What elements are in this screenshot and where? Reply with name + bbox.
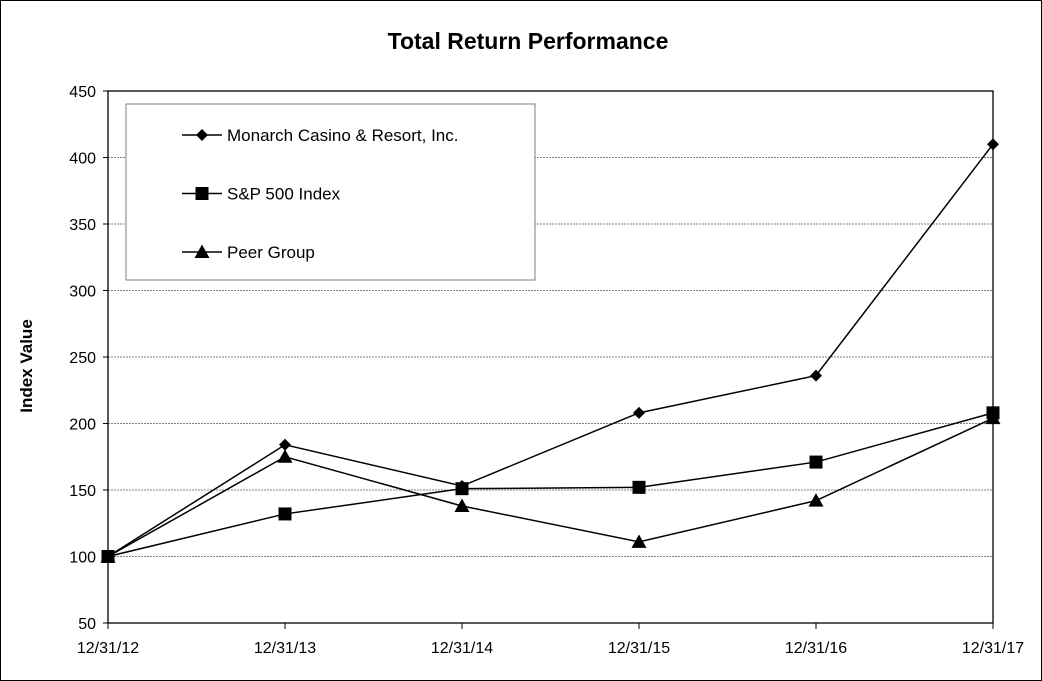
legend-label: Peer Group (227, 243, 315, 262)
y-tick-label: 150 (69, 483, 96, 500)
x-tick-label: 12/31/13 (254, 640, 316, 657)
data-point-diamond (987, 138, 999, 151)
series-line (107, 412, 994, 558)
chart-title: Total Return Performance (388, 28, 669, 54)
data-point-square (632, 480, 646, 494)
y-axis-ticks: 50 100 150 200 250 300 350 400 450 (69, 84, 108, 633)
series-line (107, 417, 994, 558)
data-point-triangle (808, 493, 824, 507)
series-line (107, 143, 994, 558)
x-tick-label: 12/31/17 (962, 640, 1024, 657)
data-point-square (278, 507, 292, 521)
legend-item: Peer Group (182, 243, 315, 262)
data-point-square (809, 455, 823, 469)
legend-label: S&P 500 Index (227, 185, 341, 204)
legend-marker-diamond (196, 129, 208, 141)
data-point-triangle (985, 410, 1001, 425)
legend-item: S&P 500 Index (182, 185, 341, 204)
x-tick-label: 12/31/14 (431, 640, 493, 657)
data-point-diamond (810, 369, 822, 382)
data-point-triangle (631, 534, 647, 548)
legend-box (125, 103, 536, 281)
legend-item: Monarch Casino & Resort, Inc. (182, 126, 458, 145)
x-axis-ticks: 12/31/12 12/31/13 12/31/14 12/31/15 12/31/16… (77, 623, 1024, 657)
x-tick-label: 12/31/15 (608, 640, 670, 657)
data-point-triangle (277, 449, 293, 463)
y-tick-label: 100 (69, 550, 96, 567)
y-tick-label: 350 (69, 217, 96, 234)
x-tick-label: 12/31/16 (785, 640, 847, 657)
series-lines (100, 138, 1001, 563)
data-point-square (455, 482, 469, 496)
data-point-diamond (279, 438, 291, 451)
y-tick-label: 450 (69, 84, 96, 101)
x-tick-label: 12/31/12 (77, 640, 139, 657)
legend-marker-triangle (194, 244, 210, 258)
data-point-diamond (633, 406, 645, 419)
data-point-triangle (100, 549, 116, 563)
y-tick-label: 200 (69, 417, 96, 434)
y-axis-label: Index Value (17, 319, 36, 413)
legend-marker-square (195, 187, 209, 200)
y-tick-label: 300 (69, 284, 96, 301)
data-point-triangle (454, 498, 470, 512)
y-tick-label: 400 (69, 151, 96, 168)
legend-label: Monarch Casino & Resort, Inc. (227, 126, 458, 145)
y-tick-label: 250 (69, 350, 96, 367)
legend: Monarch Casino & Resort, Inc. S&P 500 Ind… (125, 103, 536, 281)
y-tick-label: 50 (78, 616, 96, 633)
series-triangle (100, 410, 1001, 563)
